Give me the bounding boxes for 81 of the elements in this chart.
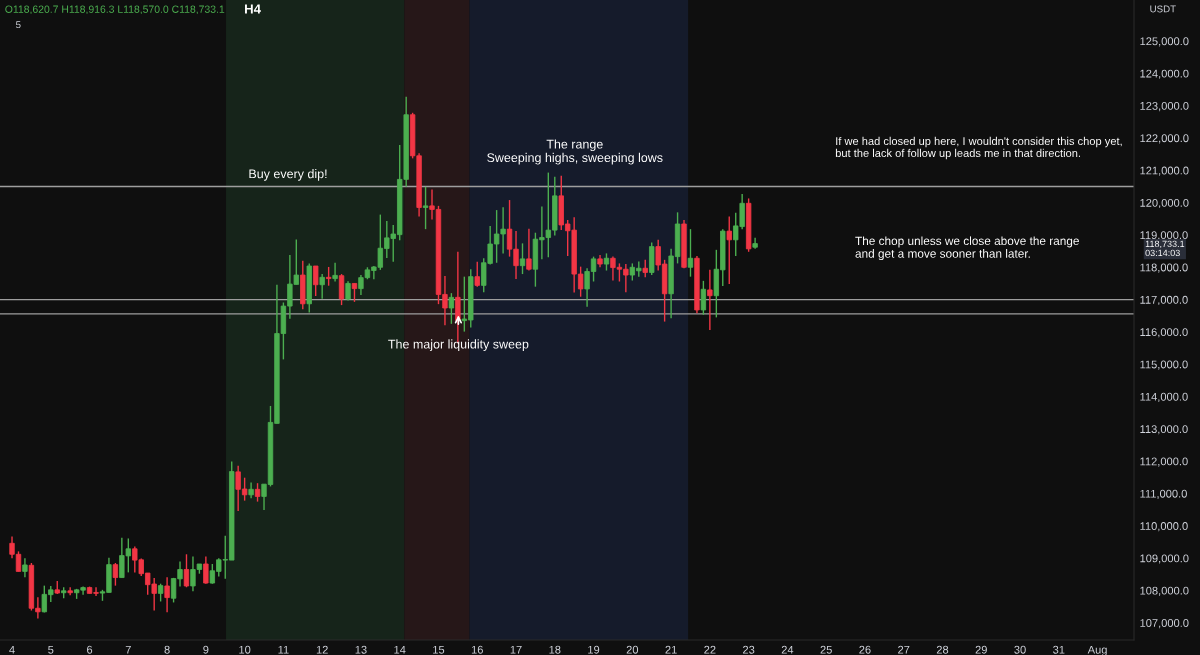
candlestick (183, 553, 190, 588)
candlestick (448, 292, 455, 325)
candlestick (351, 282, 358, 303)
candlestick (687, 228, 694, 278)
candlestick (325, 266, 332, 287)
y-tick-label: 110,000.0 (1140, 522, 1188, 532)
y-tick-label: 117,000.0 (1140, 295, 1188, 306)
x-tick-label: 30 (1014, 645, 1026, 654)
candlestick (254, 482, 261, 503)
text: 118,733.1 03:14:03 (1145, 240, 1185, 257)
y-tick-label: 111,000.0 (1140, 489, 1187, 499)
y-tick-label: 125,000.0 (1140, 37, 1189, 47)
candlestick (474, 261, 480, 288)
annotation: If we had closed up here, I wouldn't consider this chop yet, but the lack of follow up leads me in that direction. (835, 136, 1122, 160)
candlestick (332, 262, 338, 283)
candlestick (203, 555, 209, 585)
x-tick-label: 14 (394, 645, 406, 654)
annotation: O118,620.7 H118,916.3 L118,570.0 C118,733.1 (5, 5, 225, 15)
candlestick (526, 228, 532, 272)
annotation: 5 (15, 21, 21, 29)
y-tick-label: 116,000.0 (1140, 328, 1188, 338)
y-tick-label: 107,000.0 (1140, 619, 1189, 629)
x-tick-label: 29 (975, 645, 987, 654)
x-tick-label: 16 (471, 645, 483, 654)
x-tick-label: Aug (1087, 645, 1107, 655)
annotation: Buy every dip! (249, 169, 327, 181)
x-tick-label: 9 (203, 645, 209, 654)
x-tick-label: 20 (626, 645, 639, 654)
candlestick (707, 269, 713, 331)
candlestick (164, 576, 170, 613)
annotation: H4 (245, 4, 261, 14)
candlestick (112, 562, 119, 587)
annotation: The range Sweeping highs, sweeping lows (487, 139, 663, 165)
y-tick-label: 112,000.0 (1140, 457, 1188, 467)
candlestick (726, 215, 732, 285)
x-tick-label: 21 (665, 645, 677, 654)
candlestick (345, 280, 351, 302)
x-tick-label: 13 (355, 645, 367, 654)
x-tick-label: 26 (859, 645, 871, 654)
x-tick-label: 22 (704, 645, 716, 654)
x-tick-label: 18 (549, 645, 561, 654)
y-tick-label: 120,000.0 (1140, 198, 1189, 209)
text: USDT (1150, 5, 1176, 13)
x-tick-label: 6 (87, 645, 93, 654)
annotation: The chop unless we close above the range and get a move sooner than later. (855, 236, 1079, 261)
y-tick-label: 113,000.0 (1140, 425, 1188, 435)
y-tick-label: 118,000.0 (1140, 263, 1188, 273)
y-tick-label: 123,000.0 (1140, 101, 1189, 112)
x-tick-label: 31 (1053, 645, 1065, 654)
x-tick-label: 25 (820, 645, 832, 654)
candlestick (67, 586, 73, 597)
x-tick-label: 19 (588, 645, 600, 654)
x-tick-label: 27 (898, 645, 910, 654)
x-tick-label: 17 (510, 645, 522, 654)
x-tick-label: 24 (781, 645, 794, 654)
x-tick-label: 23 (743, 645, 755, 654)
candlestick (22, 557, 28, 578)
x-tick-label: 28 (936, 645, 949, 654)
x-tick-label: 10 (239, 645, 251, 654)
x-tick-label: 7 (125, 645, 131, 654)
x-tick-label: 5 (48, 645, 54, 654)
y-tick-label: 114,000.0 (1140, 392, 1188, 403)
y-tick-label: 115,000.0 (1140, 360, 1188, 370)
y-tick-label: 108,000.0 (1140, 586, 1189, 596)
y-tick-label: 119,000.0 (1140, 231, 1188, 241)
x-tick-label: 12 (316, 645, 328, 654)
candlestick (700, 280, 707, 316)
y-tick-label: 109,000.0 (1140, 554, 1189, 564)
x-tick-label: 11 (278, 645, 289, 654)
candlestick (422, 186, 429, 230)
x-tick-label: 8 (164, 645, 170, 654)
annotation: The major liquidity sweep (388, 339, 529, 352)
y-tick-label: 121,000.0 (1140, 166, 1189, 176)
candlestick (313, 265, 319, 297)
candlestick (338, 273, 345, 306)
x-tick-label: 15 (433, 645, 445, 654)
x-tick-label: 4 (9, 645, 15, 654)
y-tick-label: 124,000.0 (1140, 69, 1189, 79)
y-tick-label: 122,000.0 (1140, 134, 1189, 144)
candlestick (519, 242, 526, 275)
candlestick (319, 273, 325, 300)
